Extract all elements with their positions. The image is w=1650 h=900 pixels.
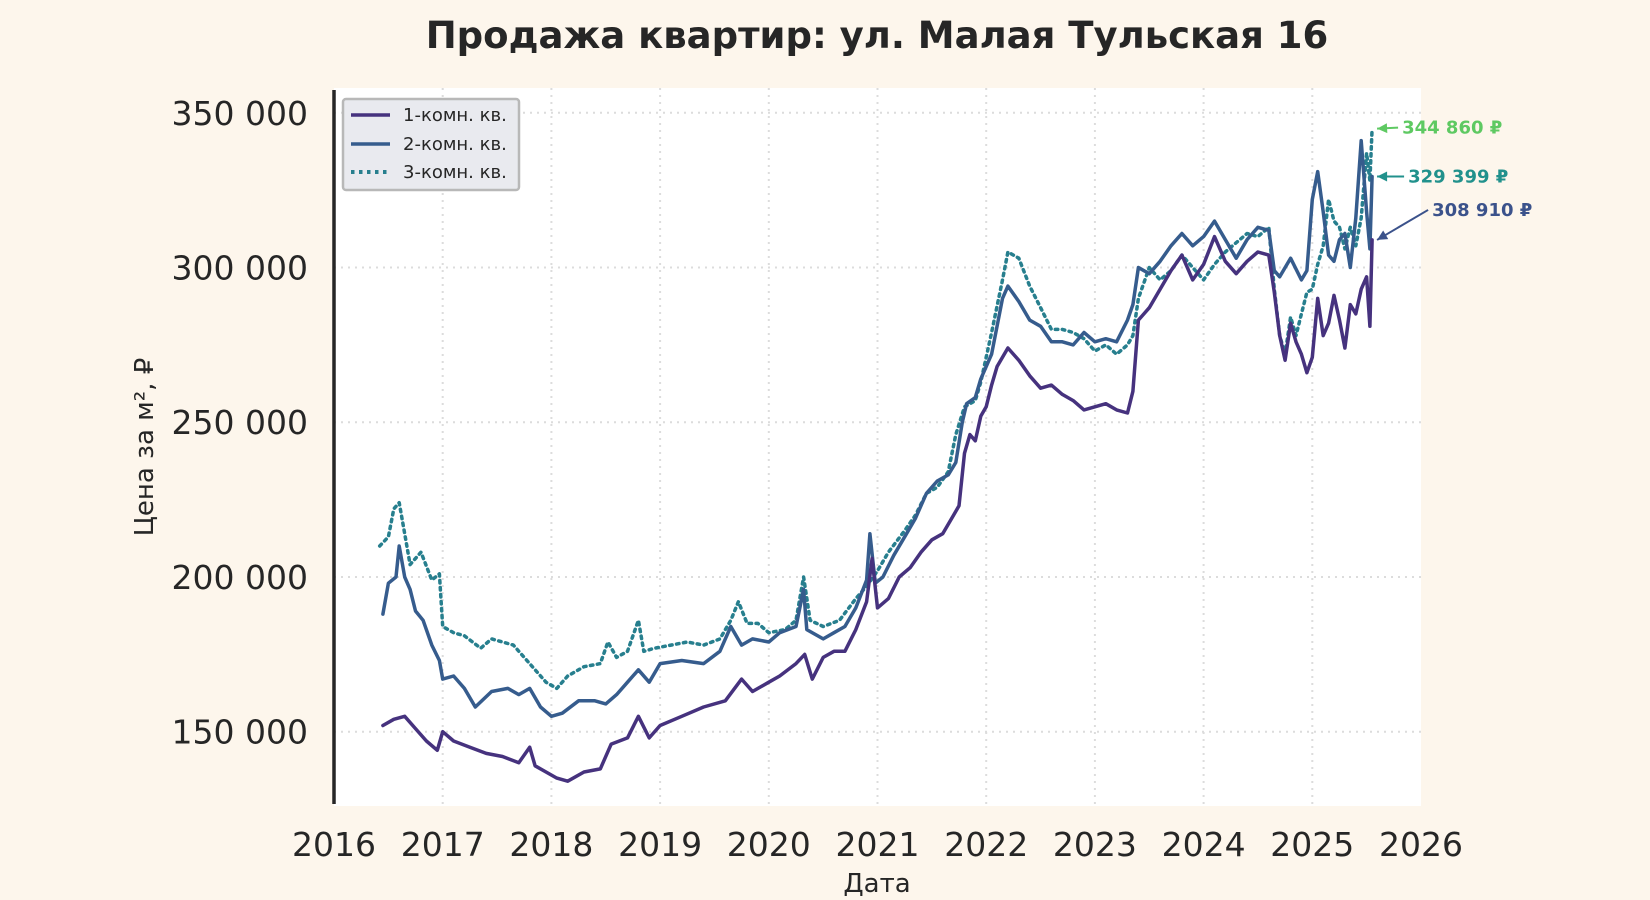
annotation-arrowhead — [1377, 171, 1388, 182]
end-value-annotations: 344 860 ₽ 329 399 ₽ 308 910 ₽ — [1376, 118, 1532, 241]
annotation-label: 329 399 ₽ — [1408, 167, 1508, 188]
annotation-label: 308 910 ₽ — [1432, 200, 1532, 221]
y-tick-label: 200 000 — [172, 558, 308, 597]
annotation-arrowhead — [1377, 123, 1388, 134]
x-tick-label: 2020 — [727, 825, 811, 864]
legend-box — [341, 97, 521, 192]
x-tick-label: 2018 — [509, 825, 593, 864]
series-line — [381, 138, 1374, 719]
x-tick-label: 2026 — [1379, 825, 1463, 864]
annotation-label: 344 860 ₽ — [1402, 118, 1502, 139]
x-tick-label: 2023 — [1053, 825, 1137, 864]
x-axis-label: Дата — [843, 869, 910, 899]
axis-ticks: 150 000 200 000 250 000 300 000 350 000 2016 2… — [172, 94, 1463, 864]
y-tick-label: 300 000 — [172, 249, 308, 288]
annotation-arrowhead — [1377, 230, 1389, 240]
x-tick-label: 2016 — [292, 825, 376, 864]
x-tick-label: 2022 — [944, 825, 1028, 864]
legend-label-3room: 3-комн. кв. — [403, 162, 507, 183]
y-tick-label: 250 000 — [172, 403, 308, 442]
chart-title: Продажа квартир: ул. Малая Тульская 16 — [426, 14, 1329, 57]
x-tick-label: 2024 — [1162, 825, 1246, 864]
x-tick-label: 2017 — [401, 825, 485, 864]
y-tick-label: 350 000 — [172, 94, 308, 133]
series-lines — [377, 126, 1374, 783]
x-tick-label: 2019 — [618, 825, 702, 864]
y-tick-label: 150 000 — [172, 713, 308, 752]
x-tick-label: 2025 — [1270, 825, 1354, 864]
y-axis-label: Цена за м², ₽ — [130, 358, 160, 537]
legend-label-1room: 1-комн. кв. — [403, 105, 507, 126]
legend-label-2room: 2-комн. кв. — [403, 134, 507, 155]
x-tick-label: 2021 — [836, 825, 920, 864]
series-line — [381, 234, 1374, 783]
legend: 1-комн. кв. 2-комн. кв. 3-комн. кв. — [341, 97, 521, 192]
